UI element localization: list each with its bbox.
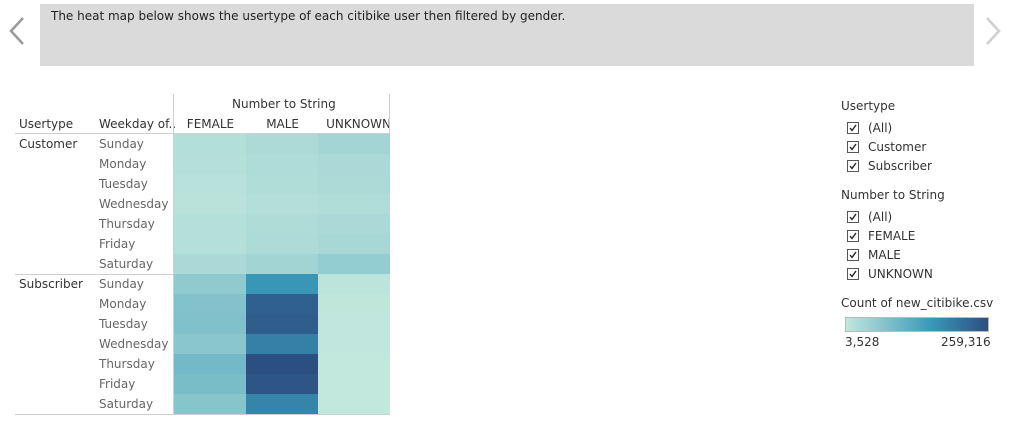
heatmap-cell[interactable] bbox=[174, 334, 246, 354]
column-group-label: Number to String bbox=[232, 97, 336, 111]
color-legend-bar bbox=[845, 317, 989, 332]
heatmap-cell[interactable] bbox=[318, 334, 390, 354]
heatmap-cell[interactable] bbox=[318, 174, 390, 194]
heatmap-cell[interactable] bbox=[246, 374, 318, 394]
gender-filter-option-label: (All) bbox=[868, 210, 893, 224]
weekday-label: Tuesday bbox=[99, 317, 148, 331]
column-header-male: MALE bbox=[266, 117, 300, 131]
checkbox-checked-icon[interactable] bbox=[847, 268, 859, 280]
heatmap-cell[interactable] bbox=[318, 194, 390, 214]
heatmap-cell[interactable] bbox=[174, 354, 246, 374]
heatmap-cell[interactable] bbox=[318, 314, 390, 334]
checkbox-checked-icon[interactable] bbox=[847, 230, 859, 242]
heatmap-cell[interactable] bbox=[246, 214, 318, 234]
grid-left-border bbox=[173, 94, 174, 414]
usertype-filter-option-label: Subscriber bbox=[868, 159, 932, 173]
checkbox-checked-icon[interactable] bbox=[847, 249, 859, 261]
weekday-label: Tuesday bbox=[99, 177, 148, 191]
heatmap-cell[interactable] bbox=[318, 154, 390, 174]
heatmap-cell[interactable] bbox=[174, 294, 246, 314]
heatmap-cell[interactable] bbox=[318, 234, 390, 254]
heatmap-cell[interactable] bbox=[174, 194, 246, 214]
heatmap-cell[interactable] bbox=[318, 134, 390, 154]
usertype-filter-title: Usertype bbox=[841, 99, 896, 113]
weekday-label: Thursday bbox=[99, 357, 155, 371]
heatmap-cell[interactable] bbox=[318, 394, 390, 414]
legend-min-label: 3,528 bbox=[845, 335, 880, 349]
weekday-label: Sunday bbox=[99, 137, 144, 151]
heatmap-cell[interactable] bbox=[246, 194, 318, 214]
heatmap-cell[interactable] bbox=[174, 134, 246, 154]
checkbox-checked-icon[interactable] bbox=[847, 122, 859, 134]
heatmap-cell[interactable] bbox=[246, 134, 318, 154]
heatmap-cell[interactable] bbox=[174, 314, 246, 334]
heatmap-cell[interactable] bbox=[246, 274, 318, 294]
heatmap-cell[interactable] bbox=[246, 394, 318, 414]
weekday-label: Saturday bbox=[99, 397, 154, 411]
weekday-label: Monday bbox=[99, 157, 147, 171]
heatmap-cell[interactable] bbox=[174, 374, 246, 394]
caption-text: The heat map below shows the usertype of… bbox=[51, 9, 566, 23]
heatmap-cell[interactable] bbox=[246, 294, 318, 314]
weekday-label: Friday bbox=[99, 237, 136, 251]
usertype-filter-option-label: (All) bbox=[868, 121, 893, 135]
weekday-label: Friday bbox=[99, 377, 136, 391]
header-divider bbox=[15, 133, 390, 134]
gender-filter-option-label: FEMALE bbox=[868, 229, 916, 243]
heatmap-cell[interactable] bbox=[174, 394, 246, 414]
gender-filter-option-label: MALE bbox=[868, 248, 901, 262]
gender-filter-option-label: UNKNOWN bbox=[868, 267, 933, 281]
weekday-label: Thursday bbox=[99, 217, 155, 231]
legend-title: Count of new_citibike.csv bbox=[841, 296, 994, 310]
heatmap-cell[interactable] bbox=[318, 274, 390, 294]
heatmap-cell[interactable] bbox=[318, 294, 390, 314]
row-header-weekday: Weekday of.. bbox=[99, 117, 177, 131]
chevron-left-icon[interactable] bbox=[6, 14, 30, 48]
column-header-female: FEMALE bbox=[186, 117, 235, 131]
row-header-usertype: Usertype bbox=[19, 117, 74, 131]
caption-box: The heat map below shows the usertype of… bbox=[40, 4, 974, 66]
usertype-label-subscriber: Subscriber bbox=[19, 277, 83, 291]
legend-max-label: 259,316 bbox=[941, 335, 991, 349]
weekday-label: Monday bbox=[99, 297, 147, 311]
heatmap-cell[interactable] bbox=[246, 234, 318, 254]
grid-bottom-border bbox=[15, 414, 390, 415]
gender-filter-title: Number to String bbox=[841, 188, 945, 202]
checkbox-checked-icon[interactable] bbox=[847, 141, 859, 153]
heatmap-cell[interactable] bbox=[318, 214, 390, 234]
heatmap-cell[interactable] bbox=[246, 174, 318, 194]
heatmap-cell[interactable] bbox=[174, 254, 246, 274]
heatmap-cell[interactable] bbox=[174, 274, 246, 294]
heatmap-cell[interactable] bbox=[246, 314, 318, 334]
weekday-label: Sunday bbox=[99, 277, 144, 291]
weekday-label: Wednesday bbox=[99, 337, 169, 351]
heatmap-cell[interactable] bbox=[174, 174, 246, 194]
heatmap-cell[interactable] bbox=[174, 214, 246, 234]
heatmap-cell[interactable] bbox=[246, 334, 318, 354]
checkbox-checked-icon[interactable] bbox=[847, 160, 859, 172]
heatmap-cell[interactable] bbox=[246, 254, 318, 274]
usertype-filter-option-label: Customer bbox=[868, 140, 927, 154]
heatmap-cell[interactable] bbox=[246, 354, 318, 374]
heatmap-cell[interactable] bbox=[318, 254, 390, 274]
heatmap-cell[interactable] bbox=[246, 154, 318, 174]
heatmap-cell[interactable] bbox=[174, 234, 246, 254]
heatmap-cell[interactable] bbox=[174, 154, 246, 174]
heatmap-cell[interactable] bbox=[318, 374, 390, 394]
heatmap-cell[interactable] bbox=[318, 354, 390, 374]
weekday-label: Saturday bbox=[99, 257, 154, 271]
chevron-right-icon[interactable] bbox=[980, 14, 1004, 48]
column-header-unknown: UNKNOWN bbox=[326, 117, 391, 131]
weekday-label: Wednesday bbox=[99, 197, 169, 211]
checkbox-checked-icon[interactable] bbox=[847, 211, 859, 223]
usertype-label-customer: Customer bbox=[19, 137, 78, 151]
